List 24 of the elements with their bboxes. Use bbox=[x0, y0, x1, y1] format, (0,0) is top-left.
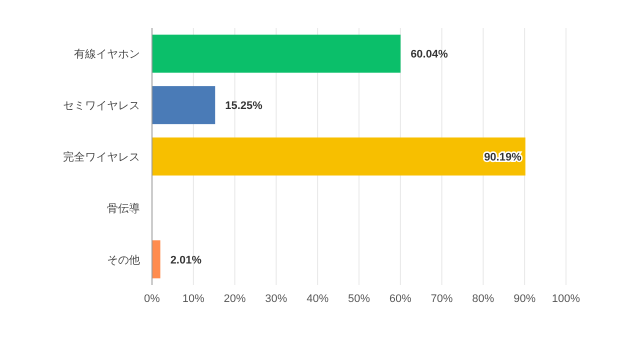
x-tick-label: 90% bbox=[514, 293, 536, 305]
data-label: 15.25% bbox=[225, 100, 263, 112]
bar bbox=[152, 34, 401, 73]
y-tick-label: セミワイヤレス bbox=[63, 100, 140, 112]
x-tick-label: 70% bbox=[430, 293, 454, 305]
data-label: 90.19% bbox=[484, 152, 522, 164]
bar bbox=[152, 137, 526, 176]
x-tick-label: 10% bbox=[182, 293, 205, 305]
x-tick-label: 100% bbox=[552, 293, 580, 305]
data-label: 2.01% bbox=[170, 254, 202, 266]
y-tick-label: 有線イヤホン bbox=[74, 48, 140, 61]
bar bbox=[152, 240, 160, 278]
x-tick-label: 40% bbox=[306, 293, 329, 305]
x-tick-label: 20% bbox=[224, 293, 246, 305]
bar bbox=[152, 86, 216, 124]
x-tick-label: 30% bbox=[265, 293, 288, 305]
y-tick-label: その他 bbox=[107, 254, 140, 266]
y-tick-label: 骨伝導 bbox=[107, 202, 140, 215]
x-tick-label: 50% bbox=[348, 293, 370, 305]
data-label: 60.04% bbox=[410, 48, 448, 61]
y-tick-label: 完全ワイヤレス bbox=[63, 150, 140, 164]
x-tick-label: 80% bbox=[472, 293, 494, 305]
x-tick-label: 60% bbox=[389, 293, 412, 305]
x-tick-label: 0% bbox=[144, 293, 160, 305]
